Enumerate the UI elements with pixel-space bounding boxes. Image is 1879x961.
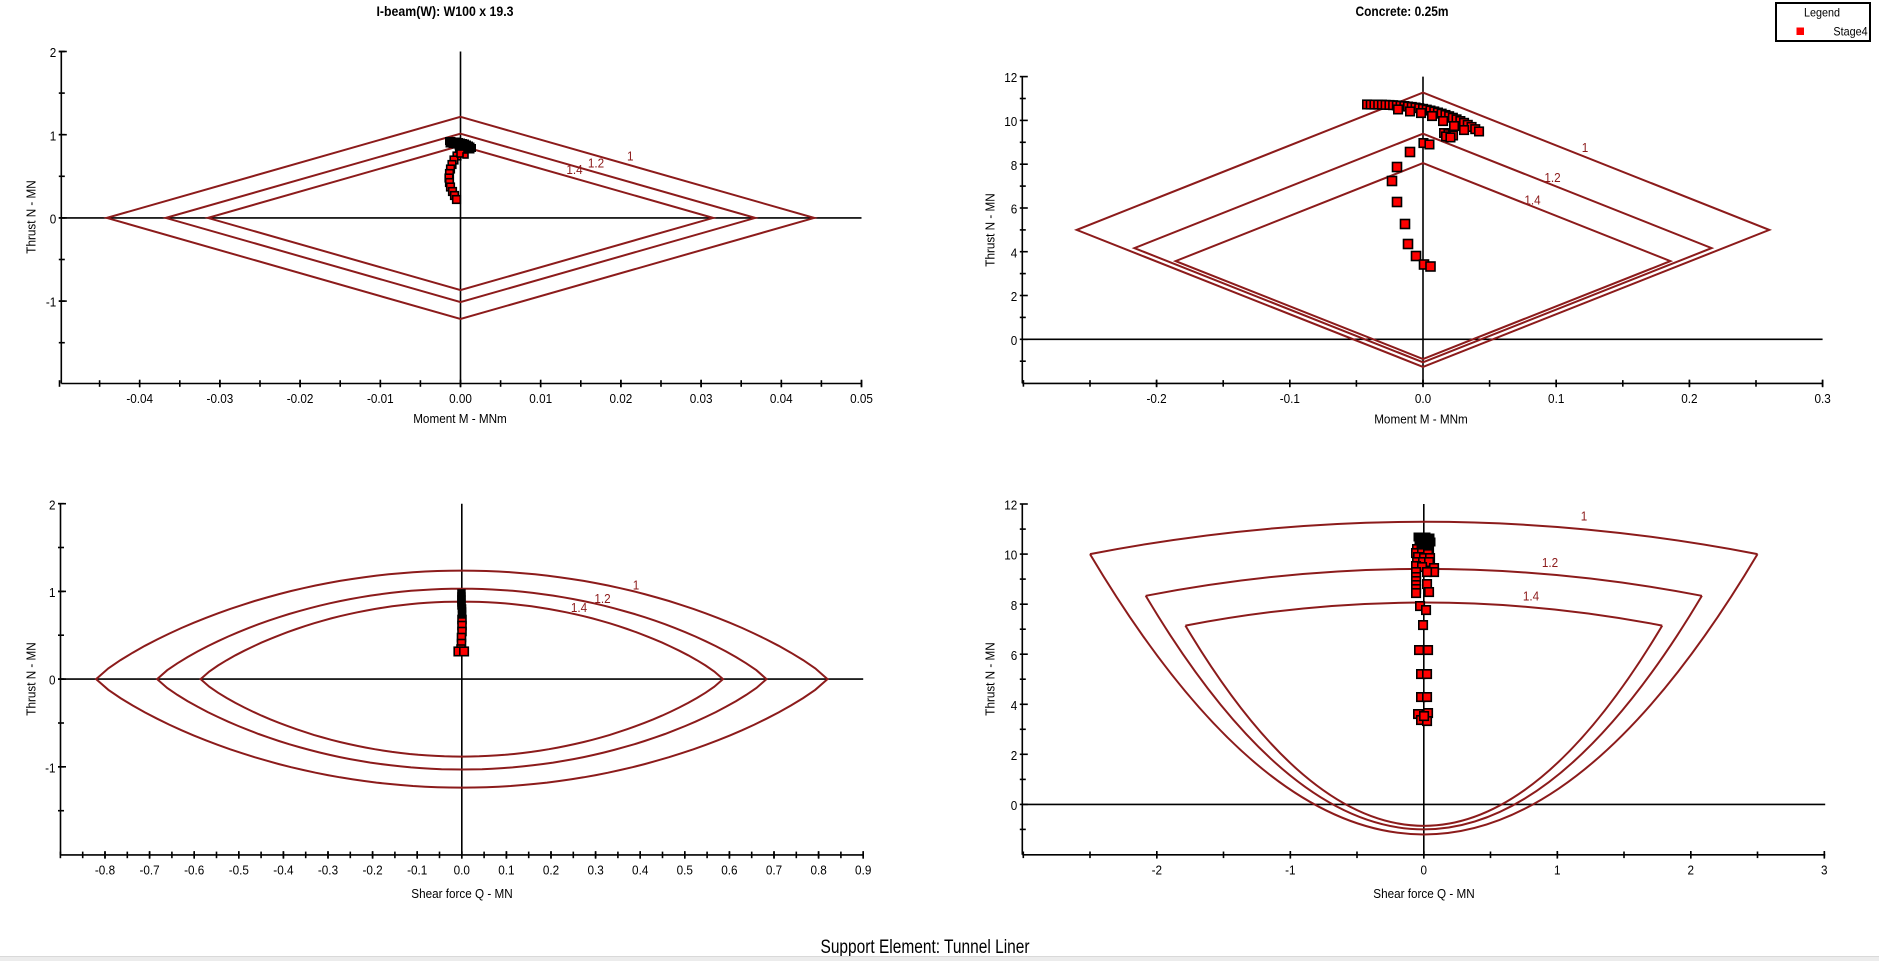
svg-text:1: 1: [50, 128, 57, 143]
svg-text:0.4: 0.4: [632, 863, 648, 878]
svg-text:0.0: 0.0: [1415, 391, 1431, 406]
svg-text:0.02: 0.02: [610, 391, 633, 406]
svg-text:-1: -1: [1285, 862, 1295, 877]
svg-text:1.4: 1.4: [1523, 589, 1539, 604]
svg-text:-1: -1: [46, 295, 56, 310]
svg-text:Stage4: Stage4: [1833, 24, 1867, 38]
svg-text:0: 0: [49, 673, 56, 688]
svg-text:8: 8: [1011, 598, 1018, 613]
svg-text:-2: -2: [1152, 862, 1162, 877]
svg-text:-0.8: -0.8: [95, 863, 115, 878]
svg-text:Concrete: 0.25m: Concrete: 0.25m: [1356, 3, 1449, 19]
svg-text:Shear force Q - MN: Shear force Q - MN: [1373, 886, 1474, 901]
svg-text:1.2: 1.2: [1542, 555, 1558, 570]
svg-text:12: 12: [1004, 498, 1017, 513]
svg-text:0.3: 0.3: [1814, 391, 1830, 406]
svg-text:0.2: 0.2: [1681, 391, 1697, 406]
svg-text:2: 2: [1688, 862, 1695, 877]
svg-text:12: 12: [1004, 70, 1017, 85]
svg-text:0: 0: [1011, 333, 1018, 348]
svg-text:Thrust N - MN: Thrust N - MN: [24, 180, 39, 253]
svg-text:-0.7: -0.7: [140, 863, 160, 878]
svg-text:-0.5: -0.5: [229, 863, 249, 878]
svg-text:10: 10: [1004, 548, 1017, 563]
svg-text:I-beam(W): W100 x 19.3: I-beam(W): W100 x 19.3: [377, 3, 514, 19]
svg-text:2: 2: [1011, 289, 1018, 304]
svg-text:Legend: Legend: [1804, 5, 1840, 19]
svg-text:-0.6: -0.6: [184, 863, 204, 878]
svg-text:4: 4: [1011, 698, 1018, 713]
svg-text:1: 1: [49, 585, 56, 600]
svg-text:0.05: 0.05: [850, 391, 873, 406]
svg-text:-0.1: -0.1: [1280, 391, 1300, 406]
svg-text:0.9: 0.9: [855, 863, 871, 878]
svg-text:1.4: 1.4: [571, 600, 587, 615]
svg-text:Shear force Q - MN: Shear force Q - MN: [411, 886, 512, 901]
svg-text:Thrust N - MN: Thrust N - MN: [983, 642, 998, 715]
svg-text:Support Element: Tunnel Liner: Support Element: Tunnel Liner: [821, 937, 1031, 958]
svg-text:2: 2: [1011, 748, 1018, 763]
svg-text:-0.1: -0.1: [407, 863, 427, 878]
svg-text:2: 2: [50, 45, 57, 60]
svg-text:1: 1: [633, 578, 640, 593]
svg-text:-0.03: -0.03: [207, 391, 234, 406]
svg-text:0.00: 0.00: [449, 391, 472, 406]
svg-text:0.8: 0.8: [810, 863, 826, 878]
svg-text:6: 6: [1011, 648, 1018, 663]
svg-text:-0.3: -0.3: [318, 863, 338, 878]
svg-text:0.01: 0.01: [529, 391, 552, 406]
svg-text:0: 0: [50, 212, 57, 227]
svg-text:0.2: 0.2: [543, 863, 559, 878]
svg-text:1: 1: [1582, 140, 1589, 155]
svg-text:-0.04: -0.04: [126, 391, 153, 406]
svg-text:0.03: 0.03: [690, 391, 713, 406]
svg-text:6: 6: [1011, 202, 1018, 217]
svg-text:Thrust N - MN: Thrust N - MN: [983, 193, 998, 266]
svg-text:1.4: 1.4: [1524, 193, 1540, 208]
svg-text:0.6: 0.6: [721, 863, 737, 878]
svg-text:Moment M - MNm: Moment M - MNm: [1374, 412, 1468, 427]
svg-text:1: 1: [1581, 509, 1588, 524]
svg-text:1.2: 1.2: [1544, 170, 1560, 185]
svg-text:1.2: 1.2: [588, 155, 604, 170]
svg-text:0.5: 0.5: [677, 863, 693, 878]
svg-text:Thrust N - MN: Thrust N - MN: [24, 642, 39, 715]
svg-text:1: 1: [627, 149, 634, 164]
svg-text:0.1: 0.1: [498, 863, 514, 878]
svg-text:-0.4: -0.4: [273, 863, 293, 878]
svg-text:1.4: 1.4: [566, 162, 582, 177]
svg-text:2: 2: [49, 497, 56, 512]
svg-text:10: 10: [1004, 114, 1017, 129]
svg-text:-0.01: -0.01: [367, 391, 394, 406]
svg-text:8: 8: [1011, 158, 1018, 173]
svg-text:0.1: 0.1: [1548, 391, 1564, 406]
svg-text:0.0: 0.0: [454, 863, 470, 878]
svg-text:-1: -1: [45, 760, 55, 775]
svg-text:0.04: 0.04: [770, 391, 793, 406]
svg-text:0: 0: [1421, 862, 1428, 877]
svg-text:0.7: 0.7: [766, 863, 782, 878]
svg-text:-0.2: -0.2: [363, 863, 383, 878]
svg-text:1.2: 1.2: [594, 591, 610, 606]
svg-text:1: 1: [1554, 862, 1561, 877]
svg-text:0: 0: [1011, 798, 1018, 813]
svg-text:Moment M - MNm: Moment M - MNm: [413, 411, 507, 426]
svg-text:-0.02: -0.02: [287, 391, 314, 406]
svg-text:3: 3: [1821, 862, 1828, 877]
svg-text:0.3: 0.3: [587, 863, 603, 878]
svg-text:-0.2: -0.2: [1147, 391, 1167, 406]
svg-text:4: 4: [1011, 245, 1018, 260]
